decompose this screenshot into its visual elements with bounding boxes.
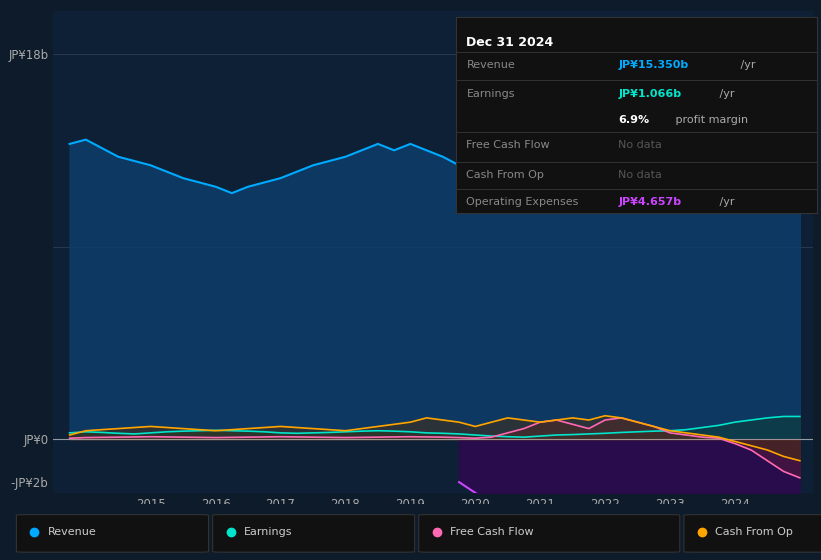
Text: Free Cash Flow: Free Cash Flow: [450, 527, 534, 537]
Text: Revenue: Revenue: [466, 60, 516, 70]
FancyBboxPatch shape: [16, 515, 209, 552]
Text: Cash From Op: Cash From Op: [715, 527, 793, 537]
Text: JP¥1.066b: JP¥1.066b: [618, 90, 681, 99]
Text: Dec 31 2024: Dec 31 2024: [466, 36, 553, 49]
Text: JP¥4.657b: JP¥4.657b: [618, 197, 681, 207]
FancyBboxPatch shape: [213, 515, 415, 552]
FancyBboxPatch shape: [684, 515, 821, 552]
Text: /yr: /yr: [716, 197, 734, 207]
Text: JP¥15.350b: JP¥15.350b: [618, 60, 689, 70]
Text: Cash From Op: Cash From Op: [466, 170, 544, 180]
Text: 6.9%: 6.9%: [618, 115, 649, 125]
Text: Earnings: Earnings: [244, 527, 292, 537]
FancyBboxPatch shape: [419, 515, 680, 552]
Text: Operating Expenses: Operating Expenses: [466, 197, 579, 207]
Text: /yr: /yr: [737, 60, 756, 70]
Text: No data: No data: [618, 170, 662, 180]
Text: Free Cash Flow: Free Cash Flow: [466, 141, 550, 150]
Text: Revenue: Revenue: [48, 527, 96, 537]
Text: profit margin: profit margin: [672, 115, 749, 125]
Text: Earnings: Earnings: [466, 90, 515, 99]
Text: /yr: /yr: [716, 90, 734, 99]
Text: No data: No data: [618, 141, 662, 150]
